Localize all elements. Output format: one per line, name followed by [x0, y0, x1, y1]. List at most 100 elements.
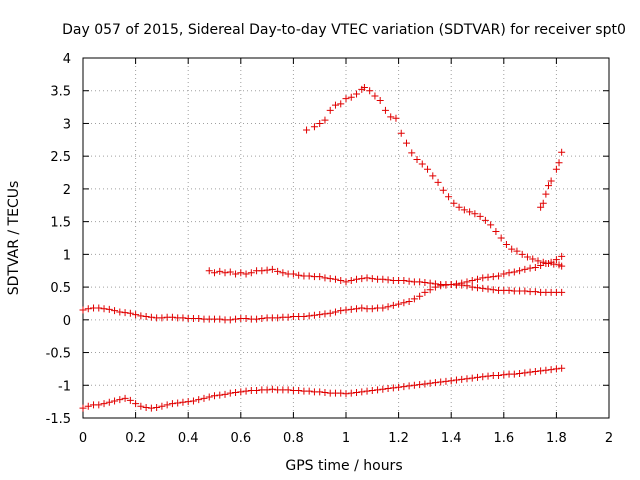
data-point — [545, 182, 553, 190]
data-point — [395, 383, 403, 391]
data-point — [363, 387, 371, 395]
data-point — [95, 401, 103, 409]
data-point — [547, 177, 555, 185]
data-point — [537, 203, 545, 211]
y-tick-label: 4 — [63, 52, 71, 67]
data-point — [416, 381, 424, 389]
data-point — [442, 377, 450, 385]
data-point — [132, 400, 140, 408]
data-point — [274, 267, 282, 275]
data-point — [426, 379, 434, 387]
data-point — [310, 123, 318, 131]
data-point — [342, 95, 350, 103]
data-point — [405, 277, 413, 285]
data-point — [505, 286, 513, 294]
data-point — [542, 366, 550, 374]
data-point — [337, 277, 345, 285]
data-point — [479, 274, 487, 282]
data-point — [547, 258, 555, 266]
data-point — [521, 265, 529, 273]
data-point — [437, 378, 445, 386]
data-point — [395, 300, 403, 308]
y-tick-label: -0.5 — [46, 347, 71, 362]
data-point — [232, 388, 240, 396]
data-point — [484, 372, 492, 380]
data-point — [463, 278, 471, 286]
y-tick-label: 0 — [63, 314, 71, 329]
data-point — [510, 268, 518, 276]
data-point — [174, 399, 182, 407]
x-tick-label: 2 — [605, 431, 613, 446]
x-tick-label: 0 — [79, 431, 87, 446]
data-point — [558, 288, 566, 296]
data-point — [410, 381, 418, 389]
series-satellite-track-5 — [79, 364, 566, 412]
data-point — [431, 283, 439, 291]
data-point — [500, 270, 508, 278]
data-point — [216, 267, 224, 275]
data-point — [539, 199, 547, 207]
data-point — [558, 262, 566, 270]
data-point — [358, 388, 366, 396]
data-point — [303, 126, 311, 134]
data-point — [216, 391, 224, 399]
data-point — [405, 297, 413, 305]
series-satellite-track-4 — [79, 252, 566, 324]
data-point — [474, 373, 481, 381]
data-point — [392, 114, 400, 122]
data-point — [468, 277, 476, 285]
data-point — [326, 106, 334, 114]
data-point — [445, 193, 453, 201]
data-point — [397, 129, 405, 137]
data-point — [379, 304, 387, 312]
data-point — [442, 281, 450, 289]
data-point — [347, 305, 355, 313]
data-point — [400, 383, 408, 391]
data-point — [279, 269, 287, 277]
data-point — [523, 253, 531, 261]
data-point — [479, 284, 487, 292]
data-point — [331, 101, 339, 109]
data-point — [521, 287, 529, 295]
data-point — [331, 308, 339, 316]
data-point — [413, 155, 421, 163]
data-point — [487, 221, 495, 229]
data-point — [466, 208, 474, 216]
data-point — [79, 306, 87, 314]
y-tick-label: 0.5 — [50, 281, 71, 296]
data-point — [321, 388, 329, 396]
data-point — [479, 373, 487, 381]
data-point — [221, 390, 229, 398]
data-point — [431, 379, 439, 387]
data-point — [474, 275, 481, 283]
data-point — [242, 270, 250, 278]
data-point — [410, 295, 418, 303]
data-point — [126, 309, 134, 317]
data-point — [179, 398, 187, 406]
data-point — [353, 388, 361, 396]
data-point — [531, 288, 539, 296]
data-point — [211, 269, 218, 277]
data-point — [253, 315, 261, 323]
data-point — [84, 402, 92, 410]
data-point — [495, 371, 503, 379]
data-point — [153, 404, 161, 412]
data-point — [468, 374, 476, 382]
data-point — [552, 165, 560, 173]
data-point — [321, 116, 329, 124]
data-point — [274, 314, 282, 322]
data-point — [526, 264, 534, 272]
data-point — [376, 97, 384, 105]
data-point — [405, 382, 413, 390]
axis-ticks — [82, 57, 610, 419]
y-tick-label: -1 — [58, 379, 71, 394]
y-tick-label: 2 — [63, 183, 71, 198]
data-point — [347, 389, 355, 397]
data-point — [342, 278, 350, 286]
data-point — [184, 398, 192, 406]
data-point — [337, 389, 345, 397]
data-point — [384, 303, 392, 311]
data-point — [205, 393, 213, 401]
data-point — [513, 247, 521, 255]
tick-labels: 0 0.2 0.4 0.6 0.8 1 1.2 1.4 1.6 1.8 2 -1.5 -1 -0.5 0 0.… — [46, 52, 614, 446]
